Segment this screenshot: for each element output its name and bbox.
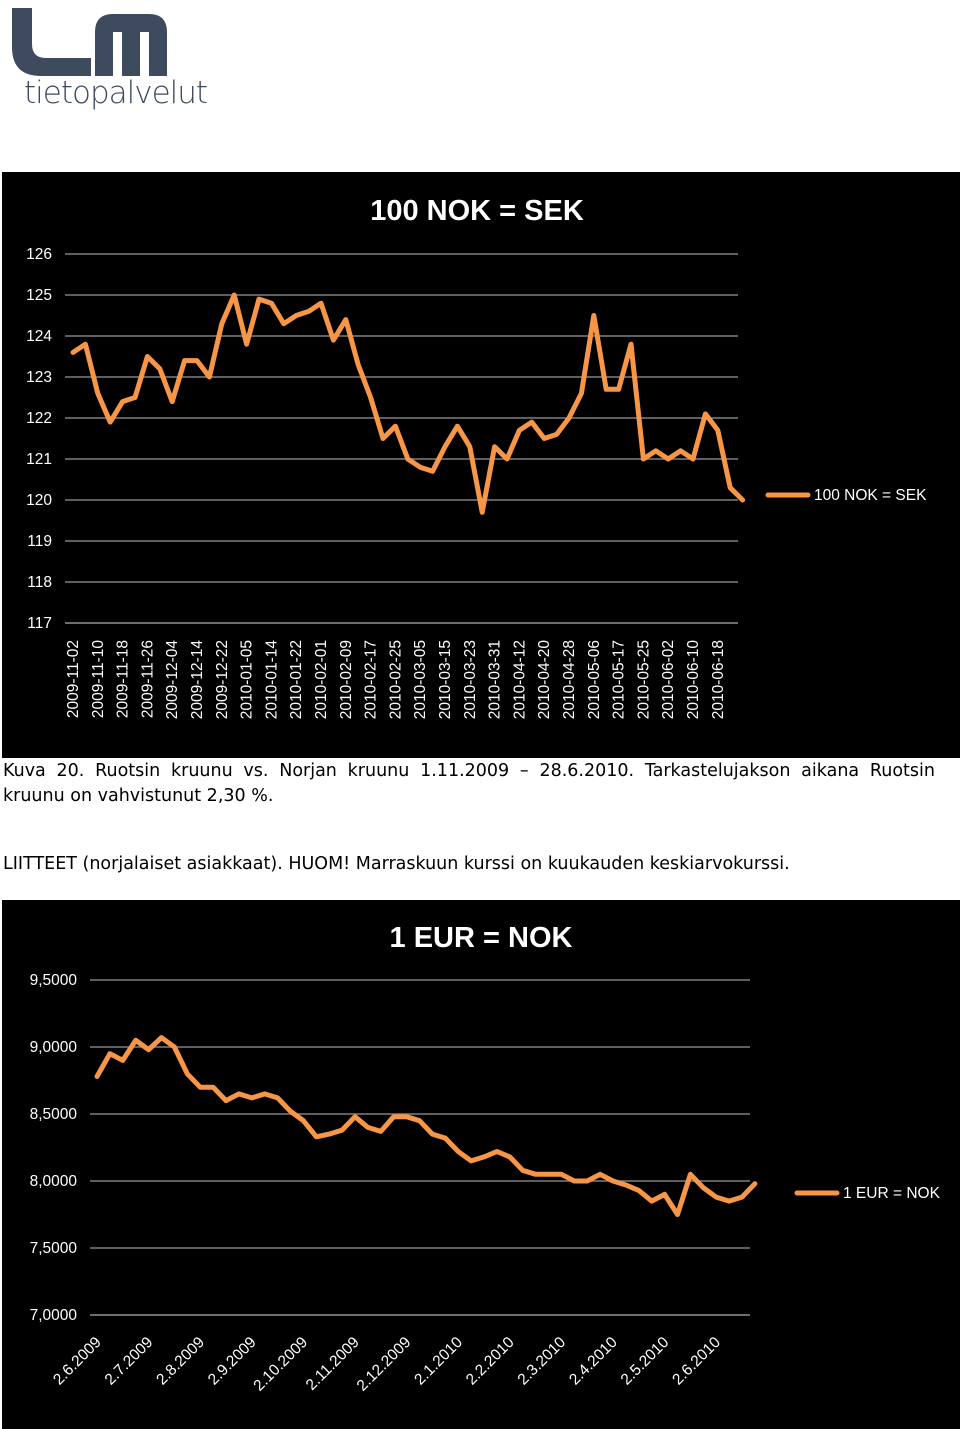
x-tick-label: 2010-04-20 xyxy=(536,640,553,720)
y-tick-label: 119 xyxy=(27,533,52,550)
logo-m xyxy=(95,14,167,76)
x-tick-label: 2010-03-05 xyxy=(412,640,429,719)
x-tick-label: 2009-11-18 xyxy=(115,640,132,718)
x-tick-label: 2009-12-22 xyxy=(214,640,231,719)
x-tick-label: 2010-03-15 xyxy=(437,640,454,719)
y-tick-label: 125 xyxy=(26,287,52,304)
x-tick-label: 2010-01-22 xyxy=(288,640,305,719)
x-tick-label: 2010-06-18 xyxy=(710,640,727,719)
x-tick-label: 2009-12-04 xyxy=(164,640,181,720)
logo-text: tietopalvelut xyxy=(24,75,207,111)
x-tick-label: 2009-12-14 xyxy=(189,640,206,720)
y-tick-label: 123 xyxy=(26,369,52,386)
y-tick-label: 8,5000 xyxy=(30,1106,78,1123)
data-line xyxy=(94,1035,758,1217)
x-tick-label: 2010-02-25 xyxy=(387,640,404,719)
y-tick-label: 9,0000 xyxy=(30,1039,78,1056)
chart-title: 100 NOK = SEK xyxy=(370,195,584,227)
chart-title: 1 EUR = NOK xyxy=(390,922,573,954)
y-tick-label: 8,0000 xyxy=(30,1173,78,1190)
chart-background xyxy=(2,900,960,1429)
data-line xyxy=(70,292,746,515)
x-tick-label: 2010-03-23 xyxy=(462,640,479,719)
x-tick-label: 2010-05-17 xyxy=(611,640,628,719)
y-tick-label: 7,0000 xyxy=(30,1307,78,1324)
logo-l xyxy=(12,8,91,76)
legend-label: 1 EUR = NOK xyxy=(843,1185,941,1202)
x-tick-label: 2009-11-02 xyxy=(65,640,82,718)
x-tick-label: 2010-02-17 xyxy=(363,640,380,719)
y-tick-label: 118 xyxy=(27,574,52,591)
x-tick-label: 2010-04-28 xyxy=(561,640,578,719)
y-tick-label: 126 xyxy=(26,246,52,263)
x-tick-label: 2010-01-14 xyxy=(263,640,280,720)
legend-label: 100 NOK = SEK xyxy=(814,487,927,504)
x-tick-label: 2010-06-10 xyxy=(685,640,702,720)
y-tick-label: 121 xyxy=(26,451,52,468)
y-tick-label: 9,5000 xyxy=(30,972,78,989)
y-tick-label: 120 xyxy=(26,492,52,509)
x-tick-label: 2010-02-09 xyxy=(338,640,355,719)
note: LIITTEET (norjalaiset asiakkaat). HUOM! … xyxy=(3,854,790,874)
x-tick-label: 2010-01-05 xyxy=(239,640,256,719)
y-tick-label: 7,5000 xyxy=(30,1240,78,1257)
y-tick-label: 124 xyxy=(26,328,52,345)
x-tick-label: 2010-04-12 xyxy=(511,640,528,719)
x-tick-label: 2009-11-26 xyxy=(139,640,156,718)
x-tick-label: 2010-05-25 xyxy=(635,640,652,719)
y-tick-label: 117 xyxy=(27,615,52,632)
x-tick-label: 2010-05-06 xyxy=(586,640,603,719)
x-tick-label: 2009-11-10 xyxy=(90,640,107,719)
logo: tietopalvelut xyxy=(12,8,208,111)
chart-background xyxy=(2,172,960,758)
y-tick-label: 122 xyxy=(26,410,52,427)
x-tick-label: 2010-02-01 xyxy=(313,640,330,719)
caption: Kuva 20. Ruotsin kruunu vs. Norjan kruun… xyxy=(3,761,935,806)
x-tick-label: 2010-06-02 xyxy=(660,640,677,719)
chart: 100 NOK = SEK 117 118 119 120 121 122 123 124 125… xyxy=(26,195,927,719)
x-tick-label: 2010-03-31 xyxy=(487,640,504,719)
